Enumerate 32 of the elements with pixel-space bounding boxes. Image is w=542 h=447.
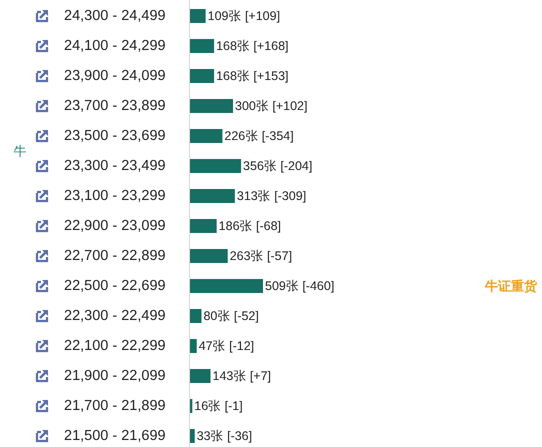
data-label: 300张 [+102] [235, 99, 308, 113]
data-label: 186张 [-68] [218, 219, 282, 233]
category-label: 24,300 - 24,499 [64, 8, 166, 24]
data-label: 263张 [-57] [230, 249, 292, 263]
category-label: 23,500 - 23,699 [64, 128, 166, 144]
category-label: 22,100 - 22,299 [64, 338, 166, 354]
category-label: 24,100 - 24,299 [64, 38, 166, 54]
data-label: 168张 [+153] [216, 69, 289, 83]
annotation: 牛 [14, 144, 26, 158]
category-label: 23,900 - 24,099 [64, 68, 166, 84]
data-label: 47张 [-12] [198, 339, 254, 353]
data-label: 168张 [+168] [216, 39, 289, 53]
data-label: 226张 [-354] [224, 129, 294, 143]
data-label: 33张 [-36] [196, 429, 252, 443]
category-label: 23,300 - 23,499 [64, 158, 166, 174]
category-label: 22,700 - 22,899 [64, 248, 166, 264]
data-label: 313张 [-309] [236, 189, 306, 203]
category-label: 23,100 - 23,299 [64, 188, 166, 204]
annotation: 牛证重货 [485, 278, 537, 294]
data-label: 109张 [+109] [208, 9, 280, 23]
category-label: 23,700 - 23,899 [64, 98, 166, 114]
data-label: 16张 [-1] [194, 399, 243, 413]
category-label: 22,300 - 22,499 [64, 308, 166, 324]
data-label: 80张 [-52] [203, 309, 259, 323]
category-label: 21,500 - 21,699 [64, 428, 166, 444]
category-label: 22,500 - 22,699 [64, 278, 166, 294]
data-label: 509张 [-460] [265, 279, 334, 293]
category-label: 21,900 - 22,099 [64, 368, 166, 384]
category-label: 22,900 - 23,099 [64, 218, 166, 234]
data-label: 356张 [-204] [243, 159, 312, 173]
data-label: 143张 [+7] [212, 369, 272, 383]
category-label: 21,700 - 21,899 [64, 398, 166, 414]
